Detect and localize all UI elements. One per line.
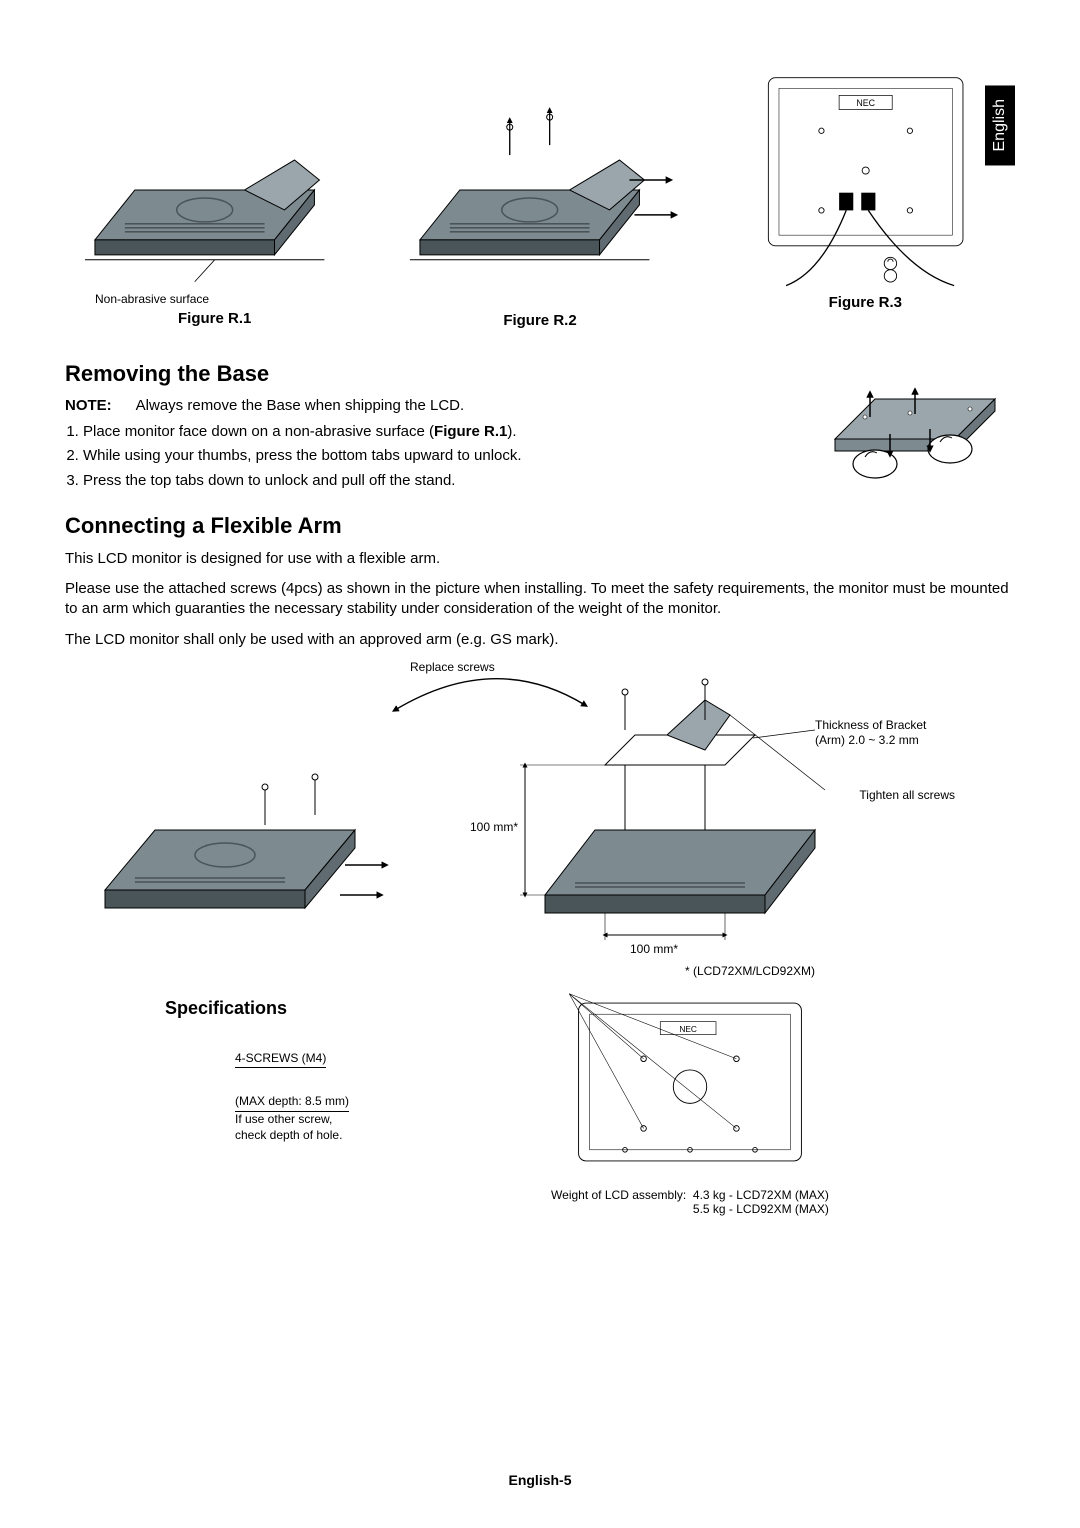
removing-base-steps: Place monitor face down on a non-abrasiv… <box>83 422 797 491</box>
screw-note-line2: (MAX depth: 8.5 mm) <box>235 1094 349 1112</box>
label-dim-v: 100 mm* <box>470 820 518 835</box>
removing-base-note: NOTE: Always remove the Base when shippin… <box>65 397 797 414</box>
step-3: Press the top tabs down to unlock and pu… <box>83 471 797 491</box>
flex-arm-p3: The LCD monitor shall only be used with … <box>65 630 1015 650</box>
weight-1: 4.3 kg - LCD72XM (MAX) <box>693 1188 829 1202</box>
figure-r1: Non-abrasive surface Figure R.1 <box>65 60 364 329</box>
removing-base-heading: Removing the Base <box>65 361 797 387</box>
language-tab: English <box>985 85 1015 165</box>
arm-diagram: Replace screws Thickness of Bracket (Arm… <box>65 660 1015 970</box>
svg-text:NEC: NEC <box>856 98 875 108</box>
label-replace-screws: Replace screws <box>410 660 495 675</box>
page-footer: English-5 <box>0 1472 1080 1488</box>
screw-note-rest: If use other screw, check depth of hole. <box>235 1112 345 1143</box>
specifications-section: Specifications 4-SCREWS (M4) (MAX depth:… <box>65 982 1015 1216</box>
figure-r2-caption: Figure R.2 <box>503 312 576 329</box>
weight-2: 5.5 kg - LCD92XM (MAX) <box>693 1202 829 1216</box>
removing-base-section: Removing the Base NOTE: Always remove the… <box>65 339 1015 579</box>
figure-r1-surface-label: Non-abrasive surface <box>95 292 209 306</box>
label-thickness: Thickness of Bracket (Arm) 2.0 ~ 3.2 mm <box>815 718 955 748</box>
specs-image: NEC <box>560 982 820 1182</box>
weight-label: Weight of LCD assembly: <box>551 1188 686 1202</box>
note-label: NOTE: <box>65 397 112 414</box>
figure-r3-image: NEC <box>716 60 1015 290</box>
step-1: Place monitor face down on a non-abrasiv… <box>83 422 797 442</box>
figure-r1-image <box>65 60 364 290</box>
weight-lines: Weight of LCD assembly: 4.3 kg - LCD72XM… <box>551 1188 829 1216</box>
note-text: Always remove the Base when shipping the… <box>136 397 465 414</box>
figure-r3: NEC Figure R.3 <box>716 60 1015 329</box>
figure-r2: Figure R.2 <box>390 60 689 329</box>
figure-r3-caption: Figure R.3 <box>829 294 902 311</box>
svg-text:NEC: NEC <box>679 1024 697 1034</box>
figure-r2-image <box>390 60 689 290</box>
figure-r1-caption: Figure R.1 <box>178 310 251 327</box>
step-2: While using your thumbs, press the botto… <box>83 446 797 466</box>
specs-heading: Specifications <box>165 998 365 1019</box>
figure-row: Non-abrasive surface Figure R.1 <box>65 60 1015 329</box>
label-tighten: Tighten all screws <box>859 788 955 803</box>
label-dim-h: 100 mm* <box>630 942 678 957</box>
removing-base-image <box>815 339 1015 489</box>
flex-arm-p1: This LCD monitor is designed for use wit… <box>65 549 797 569</box>
flex-arm-p2: Please use the attached screws (4pcs) as… <box>65 579 1015 620</box>
screw-note-line1: 4-SCREWS (M4) <box>235 1051 326 1069</box>
flex-arm-heading: Connecting a Flexible Arm <box>65 513 797 539</box>
